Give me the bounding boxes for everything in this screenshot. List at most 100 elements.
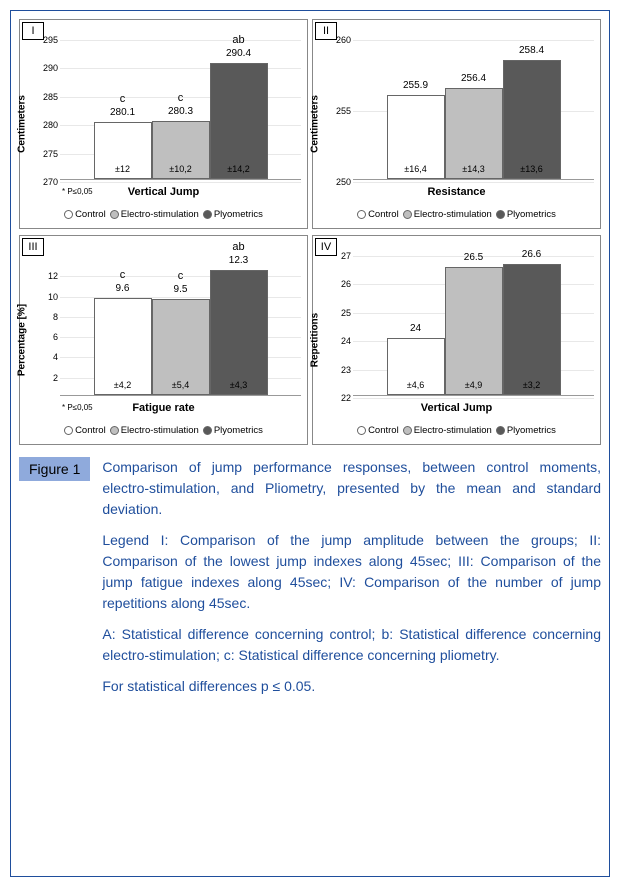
bar-electro-stimulation: 26.5±4,9 — [445, 267, 503, 395]
caption-p2: Legend I: Comparison of the jump amplitu… — [102, 530, 601, 614]
bar-value: 290.4 — [226, 48, 251, 59]
charts-row-1: ICentimeters280.1c±12280.3c±10,2290.4ab±… — [19, 19, 601, 229]
y-tick: 290 — [42, 63, 58, 73]
y-tick: 285 — [42, 92, 58, 102]
legend-swatch-icon — [403, 426, 412, 435]
y-tick: 10 — [42, 292, 58, 302]
panel-label: I — [22, 22, 44, 40]
legend-item: Electro-stimulation — [403, 425, 492, 436]
bar-significance: ab — [232, 34, 244, 46]
y-tick: 280 — [42, 120, 58, 130]
bar-value: 26.6 — [522, 249, 541, 260]
legend-item: Electro-stimulation — [110, 209, 199, 220]
legend-swatch-icon — [203, 210, 212, 219]
bar-electro-stimulation: 9.5c±5,4 — [152, 299, 210, 395]
p-note: * P≤0,05 — [62, 187, 93, 196]
legend-swatch-icon — [357, 210, 366, 219]
bar-value: 280.3 — [168, 106, 193, 117]
y-tick: 24 — [335, 336, 351, 346]
bar-plyometrics: 12.3ab±4,3 — [210, 270, 268, 395]
y-tick: 295 — [42, 35, 58, 45]
gridline — [353, 398, 594, 399]
legend-swatch-icon — [203, 426, 212, 435]
bar-plyometrics: 26.6±3,2 — [503, 264, 561, 395]
bar-control: 255.9±16,4 — [387, 95, 445, 179]
gridline — [353, 182, 594, 183]
bar-sd: ±16,4 — [404, 164, 426, 174]
bars-container: 255.9±16,4256.4±14,3258.4±13,6 — [353, 40, 594, 179]
legend-label: Plyometrics — [507, 425, 556, 436]
bar-value: 256.4 — [461, 73, 486, 84]
caption-p1: Comparison of jump performance responses… — [102, 457, 601, 520]
legend: Control Electro-stimulation Plyometrics — [313, 209, 600, 222]
legend-swatch-icon — [110, 426, 119, 435]
legend-label: Electro-stimulation — [414, 209, 492, 220]
bar-value: 258.4 — [519, 45, 544, 56]
bar-electro-stimulation: 280.3c±10,2 — [152, 121, 210, 180]
bar-sd: ±4,6 — [407, 380, 424, 390]
legend-label: Control — [368, 425, 399, 436]
legend-swatch-icon — [64, 426, 73, 435]
p-note: * P≤0,05 — [62, 403, 93, 412]
y-tick: 6 — [42, 332, 58, 342]
bar-significance: c — [178, 92, 184, 104]
bar-sd: ±14,2 — [227, 164, 249, 174]
legend-swatch-icon — [64, 210, 73, 219]
bar-electro-stimulation: 256.4±14,3 — [445, 88, 503, 179]
y-tick: 12 — [42, 271, 58, 281]
bar-sd: ±13,6 — [520, 164, 542, 174]
bar-sd: ±12 — [115, 164, 130, 174]
plot-area: 24 ±4,6 26.5±4,926.6±3,2 — [353, 256, 594, 396]
y-tick: 27 — [335, 251, 351, 261]
panel-I: ICentimeters280.1c±12280.3c±10,2290.4ab±… — [19, 19, 308, 229]
bar-value: 9.5 — [174, 284, 188, 295]
bar-value: 280.1 — [110, 107, 135, 118]
bar-value: 26.5 — [464, 252, 483, 263]
legend-swatch-icon — [357, 426, 366, 435]
bar-sd: ±4,9 — [465, 380, 482, 390]
legend-swatch-icon — [496, 210, 505, 219]
bar-significance: c — [120, 269, 126, 281]
figure-frame: ICentimeters280.1c±12280.3c±10,2290.4ab±… — [10, 10, 610, 877]
y-tick: 8 — [42, 312, 58, 322]
gridline — [60, 182, 301, 183]
bar-sd: ±10,2 — [169, 164, 191, 174]
legend-label: Control — [368, 209, 399, 220]
bar-value: 12.3 — [229, 255, 248, 266]
plot-area: 9.6c±4,29.5c±5,412.3ab±4,3 — [60, 256, 301, 396]
figure-label: Figure 1 — [19, 457, 90, 481]
legend-swatch-icon — [110, 210, 119, 219]
legend-item: Control — [357, 425, 399, 436]
legend-label: Plyometrics — [507, 209, 556, 220]
legend-label: Electro-stimulation — [121, 209, 199, 220]
bars-container: 24 ±4,6 26.5±4,926.6±3,2 — [353, 256, 594, 395]
y-tick: 4 — [42, 352, 58, 362]
bars-container: 280.1c±12280.3c±10,2290.4ab±14,2 — [60, 40, 301, 179]
bar-significance: ab — [232, 241, 244, 253]
bar-sd: ±3,2 — [523, 380, 540, 390]
legend-item: Electro-stimulation — [403, 209, 492, 220]
bar-control: 280.1c±12 — [94, 122, 152, 179]
bar-plyometrics: 258.4±13,6 — [503, 60, 561, 179]
bar-sd: ±4,3 — [230, 380, 247, 390]
legend-item: Plyometrics — [203, 425, 263, 436]
x-title: Vertical Jump — [313, 402, 600, 414]
legend-swatch-icon — [496, 426, 505, 435]
panel-label: III — [22, 238, 44, 256]
bar-significance: c — [178, 270, 184, 282]
caption-p4: For statistical differences p ≤ 0.05. — [102, 676, 601, 697]
bar-value: 24 — [410, 323, 421, 334]
legend-label: Control — [75, 425, 106, 436]
legend-label: Electro-stimulation — [414, 425, 492, 436]
legend-label: Control — [75, 209, 106, 220]
bar-value: 9.6 — [116, 283, 130, 294]
legend-item: Plyometrics — [203, 209, 263, 220]
legend-item: Plyometrics — [496, 209, 556, 220]
legend: Control Electro-stimulation Plyometrics — [20, 425, 307, 438]
y-tick: 260 — [335, 35, 351, 45]
legend-item: Electro-stimulation — [110, 425, 199, 436]
y-tick: 23 — [335, 365, 351, 375]
legend-label: Plyometrics — [214, 425, 263, 436]
caption-block: Figure 1 Comparison of jump performance … — [19, 457, 601, 707]
panel-IV: IVRepetitions24±4,626.5±4,926.6±3,222232… — [312, 235, 601, 445]
